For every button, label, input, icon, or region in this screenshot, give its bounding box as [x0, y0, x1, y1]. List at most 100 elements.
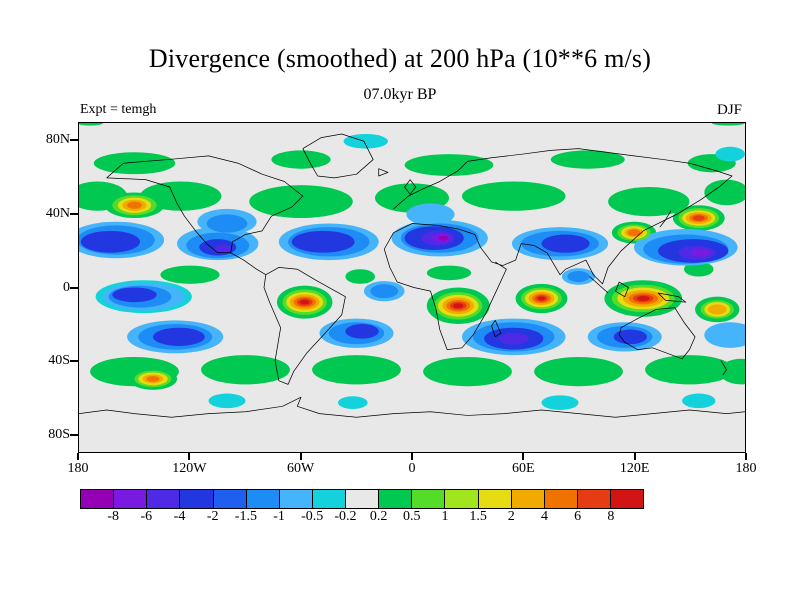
lon-axis-ticks [77, 453, 747, 460]
lon-tick [745, 453, 747, 460]
lat-tick [70, 139, 78, 142]
contour-blob [691, 248, 710, 257]
colorbar-tick-label: 2 [507, 509, 515, 524]
contour-blob [79, 123, 104, 126]
colorbar-tick-label: 0.2 [369, 509, 388, 524]
lon-tick-label: 120E [619, 461, 650, 476]
contour-blob [80, 230, 141, 253]
season-label: DJF [716, 102, 742, 118]
lat-axis-labels: 80N 40N 0 40S 80S [30, 122, 72, 453]
contour-blob [683, 261, 714, 277]
contour-blob [541, 395, 579, 410]
contour-blob [537, 296, 546, 301]
lon-tick-label: 180 [67, 461, 89, 476]
coast-antarctica [79, 396, 745, 418]
contour-blob [613, 329, 647, 345]
colorbar-cell [180, 490, 214, 508]
contour-blob [708, 304, 727, 315]
coast-south-america [263, 267, 346, 385]
lon-tick-label: 60W [287, 461, 315, 476]
contour-blob [201, 355, 290, 385]
colorbar-tick-label: 1.5 [469, 509, 487, 524]
contour-blob [550, 150, 625, 169]
contour-blob [112, 287, 157, 303]
colorbar-cell [147, 490, 181, 508]
experiment-label: Expt = temgh [80, 102, 157, 117]
lat-tick-label: 80N [45, 132, 70, 148]
contour-blob [426, 265, 472, 281]
colorbar [80, 489, 644, 509]
coast-borneo [615, 281, 629, 298]
contour-blob [715, 146, 745, 162]
colorbar-cell [246, 490, 280, 508]
colorbar-cell [81, 490, 115, 508]
contour-blob [338, 396, 368, 410]
colorbar-tick-label: 1 [441, 509, 449, 524]
colorbar-cell [611, 490, 644, 508]
contour-blob [627, 229, 641, 236]
coastlines [79, 133, 745, 418]
colorbar-cell [379, 490, 413, 508]
colorbar-cell [213, 490, 247, 508]
lat-tick [70, 286, 78, 289]
lat-tick-label: 40S [48, 353, 70, 369]
contour-blob [343, 133, 388, 149]
contour-blob [271, 150, 331, 169]
contour-blob [608, 186, 690, 217]
contour-blob [704, 179, 745, 206]
contour-blob [208, 393, 246, 409]
contour-blob [299, 299, 310, 305]
contour-blob [498, 332, 529, 345]
contour-blob [370, 284, 399, 299]
colorbar-tick-label: -8 [107, 509, 120, 524]
colorbar-tick-label: -2 [206, 509, 219, 524]
contour-blob [153, 327, 205, 346]
colorbar-cell [544, 490, 578, 508]
contour-blob [719, 358, 745, 385]
colorbar-cell [511, 490, 545, 508]
lat-tick [70, 433, 78, 436]
coast-new-guinea [657, 292, 687, 303]
coast-iceland [378, 168, 389, 177]
colorbar-tick-label: -0.5 [301, 509, 324, 524]
lon-tick [633, 453, 636, 460]
contour-field [79, 123, 745, 452]
colorbar-cell [412, 490, 446, 508]
lon-tick [188, 453, 191, 460]
lon-tick [299, 453, 302, 460]
coast-central-america [230, 252, 267, 276]
colorbar-cell [312, 490, 346, 508]
lat-tick-label: 40N [45, 205, 70, 221]
contour-blob [534, 356, 623, 387]
contour-map [79, 123, 745, 452]
lon-tick [411, 453, 413, 460]
contour-blob [541, 234, 590, 253]
coast-new-zealand [720, 360, 727, 376]
contour-blob [636, 295, 650, 302]
lat-axis-ticks [70, 122, 78, 453]
contour-blob [160, 265, 220, 284]
colorbar-tick-label: 0.5 [403, 509, 421, 524]
lat-tick [70, 360, 78, 363]
coast-north-america [106, 155, 304, 254]
lat-tick [70, 212, 78, 215]
coast-sumatra [589, 276, 609, 294]
lon-tick-label: 120W [172, 461, 207, 476]
contour-blob [312, 355, 401, 385]
contour-blob [404, 154, 494, 177]
colorbar-cell [346, 490, 380, 508]
contour-blob [704, 322, 745, 348]
lon-tick-label: 60E [512, 461, 535, 476]
contour-blob [711, 123, 745, 126]
contour-blob [249, 185, 353, 219]
coast-japan [659, 210, 672, 228]
plot-title: Divergence (smoothed) at 200 hPa (10**6 … [148, 44, 652, 73]
coast-britain [404, 179, 417, 195]
colorbar-tick-label: 8 [607, 509, 615, 524]
colorbar-tick-label: -6 [140, 509, 153, 524]
contour-blob [93, 152, 176, 175]
coast-greenland [302, 133, 374, 179]
contour-blob [345, 324, 379, 339]
contour-blob [682, 393, 716, 409]
colorbar-cell [279, 490, 313, 508]
